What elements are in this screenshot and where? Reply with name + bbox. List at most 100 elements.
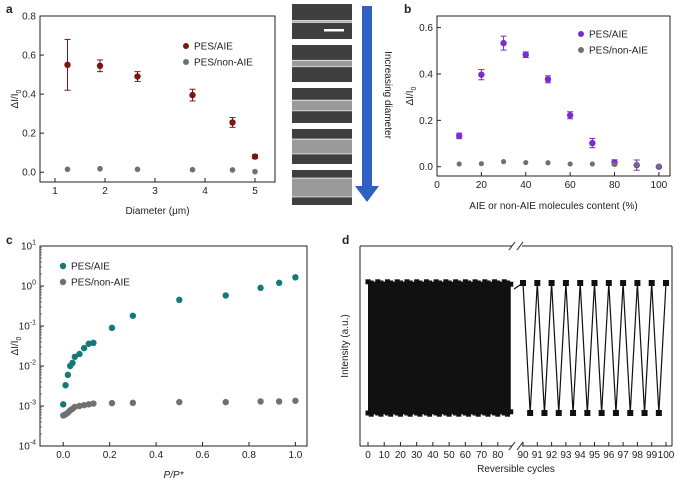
fiber-edge [292,153,352,155]
d-point-high [466,280,472,286]
b-point-aie [589,139,596,147]
d-point-high [577,280,584,286]
d-point-high [534,280,541,286]
d-point-high [501,279,507,285]
panel-b-frame [436,15,671,177]
a-point-nonaie [64,166,71,173]
d-y-axis-title: Intensity (a.u.) [340,314,351,377]
d-point-low [388,411,394,417]
b-point-nonaie [545,160,551,166]
d-xtick-label: 20 [395,450,407,461]
panel-label-d: d [342,233,349,247]
d-point-high [459,281,465,287]
d-point-high [591,280,598,286]
c-point-aie [292,274,299,281]
c-point-aie [69,359,76,367]
d-axis-break [508,441,516,451]
d-point-low [466,411,472,417]
d-point-low [498,409,504,415]
d-point-high [430,281,436,287]
c-ytick-label: 10-4 [19,440,36,453]
c-point-aie [257,284,264,292]
c-legend-aie: PES/AIE [71,262,110,273]
d-point-low [501,410,507,416]
b-legend-marker-nonaie [578,47,584,53]
d-cycle-line [522,282,667,414]
panel-a-frame [39,15,276,183]
b-ytick-label: 0.4 [419,69,433,80]
a-point-aie [251,153,259,160]
d-point-low [375,410,381,416]
d-point-high [548,280,555,286]
d-point-high [479,281,485,287]
d-point-high [482,279,488,285]
d-point-low [584,410,591,416]
c-ytick-label: 10-2 [19,360,36,373]
a-legend-marker-aie [183,43,189,49]
d-point-low [570,410,577,416]
d-point-low [391,409,397,415]
b-point-aie [544,76,552,83]
d-point-high [381,281,387,287]
d-xtick-label: 60 [460,450,472,461]
d-point-low [430,409,436,415]
c-xtick-label: 1.0 [288,450,302,461]
a-xtick-label: 4 [202,186,208,197]
d-point-low [443,410,449,416]
d-point-low [384,410,390,416]
fiber-edge [292,177,352,179]
d-point-high [634,280,641,286]
a-point-aie [64,61,71,69]
b-point-nonaie [656,163,662,169]
a-ytick-label: 0.0 [22,168,36,179]
d-point-low [433,410,439,416]
d-point-low [555,410,562,416]
fiber-edge [292,110,352,112]
d-point-low [479,409,485,415]
scale-bar [324,29,344,32]
fiber-edge [292,138,352,140]
d-point-high [384,279,390,285]
c-xtick-label: 0.2 [103,450,117,461]
b-xtick-label: 100 [651,180,668,191]
diameter-arrow-head [355,186,379,202]
c-legend-marker-aie [59,262,67,270]
c-point-aie [108,324,116,332]
b-point-aie [500,39,507,47]
b-point-nonaie [500,159,507,165]
d-point-low [612,410,619,416]
b-ytick-label: 0.6 [419,23,433,34]
a-ytick-label: 0.8 [22,12,36,23]
d-point-high [462,279,468,285]
d-point-high [397,280,403,286]
a-point-aie [134,73,141,80]
d-xtick-label: 50 [444,450,456,461]
b-legend-aie: PES/AIE [589,30,628,41]
d-xtick-label: 30 [411,450,423,461]
b-point-nonaie [634,162,640,168]
c-point-nonaie [108,399,116,407]
d-point-low [469,409,475,415]
d-point-high [663,280,669,286]
d-point-high [440,281,446,287]
d-point-low [427,411,433,417]
d-point-high [492,279,498,285]
d-point-low [459,409,465,415]
d-point-high [485,280,491,286]
diameter-arrow-shaft [362,6,372,188]
d-point-low [492,410,498,416]
fiber-edge [292,99,352,101]
d-xtick-label: 97 [618,450,630,461]
d-point-low [397,411,403,417]
a-legend-aie: PES/AIE [194,42,233,53]
d-point-high [391,281,397,287]
d-point-low [541,410,548,416]
c-point-aie [129,312,137,319]
c-point-nonaie [129,399,137,407]
c-point-aie [71,353,79,360]
d-point-high [436,280,442,286]
d-point-low [627,410,634,416]
b-xtick-label: 20 [476,180,488,191]
d-point-high [414,279,420,285]
d-point-high [469,281,475,287]
